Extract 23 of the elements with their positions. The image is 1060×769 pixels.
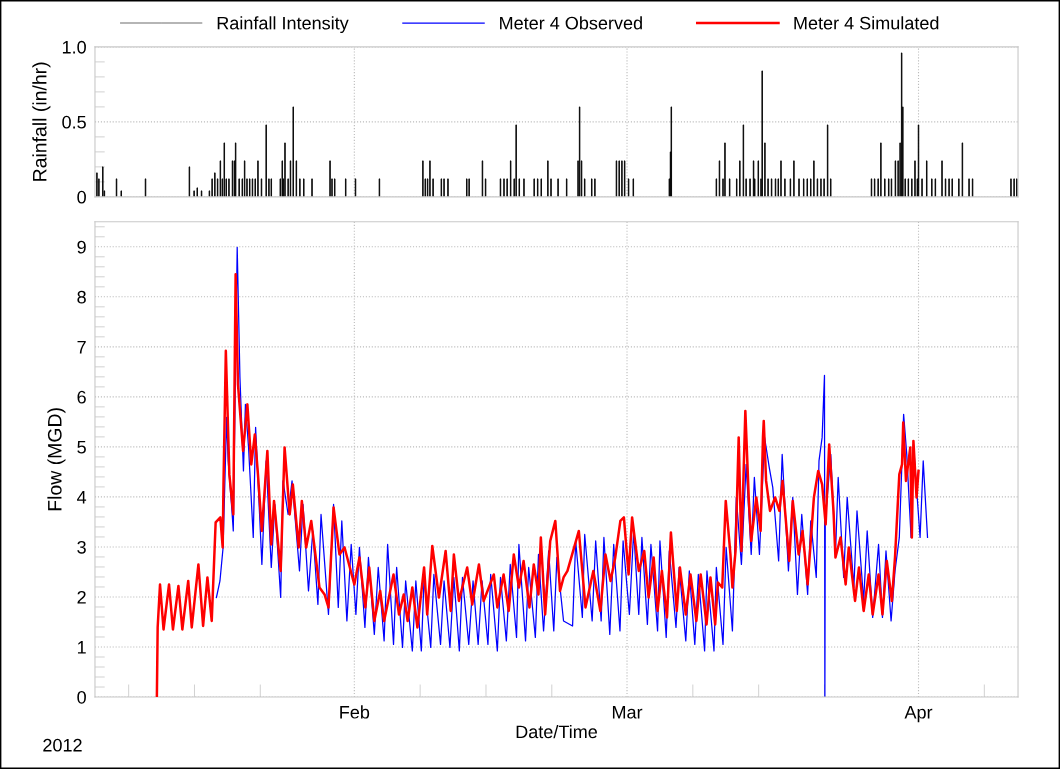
y-tick-label: 1.0 <box>62 40 86 54</box>
y-tick-label: 6 <box>77 390 86 404</box>
y-axis-title: Rainfall (in/hr) <box>32 62 51 181</box>
y-tick-label: 0.5 <box>62 115 86 129</box>
y-tick-label: 0 <box>77 190 86 204</box>
legend-label: Meter 4 Observed <box>500 16 642 30</box>
x-tick-label: Mar <box>612 706 643 719</box>
text: 2012 <box>43 738 82 752</box>
legend-label: Rainfall Intensity <box>217 16 349 34</box>
y-axis-title: Flow (MGD) <box>47 408 66 511</box>
x-axis-title: Date/Time <box>516 724 597 739</box>
y-tick-label: 9 <box>77 240 86 254</box>
y-tick-label: 8 <box>77 290 86 304</box>
x-tick-label: Feb <box>340 705 370 719</box>
y-tick-label: 7 <box>77 340 86 354</box>
legend-label: Meter 4 Simulated <box>794 16 939 30</box>
y-tick-label: 4 <box>77 491 87 504</box>
y-tick-label: 3 <box>77 540 86 554</box>
y-tick-label: 0 <box>77 690 86 704</box>
y-tick-label: 1 <box>77 641 86 654</box>
y-tick-label: 5 <box>77 441 86 454</box>
x-tick-label: Apr <box>904 706 933 723</box>
y-tick-label: 2 <box>77 590 86 604</box>
